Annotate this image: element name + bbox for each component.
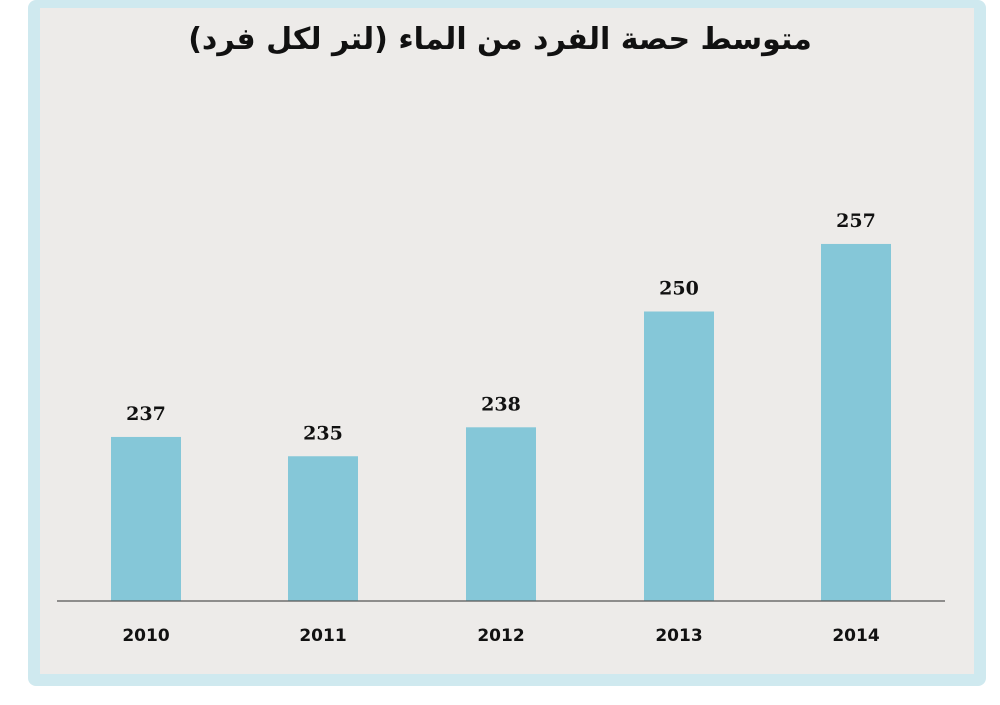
x-tick-label-2012: 2012: [477, 626, 524, 646]
value-label-2013: 250: [659, 278, 699, 300]
bar-2013: [644, 311, 714, 601]
x-tick-label-2014: 2014: [832, 626, 879, 646]
value-label-2012: 238: [481, 393, 521, 415]
x-tick-label-2010: 2010: [122, 626, 169, 646]
bar-2011: [288, 456, 358, 601]
x-tick-label-2013: 2013: [655, 626, 702, 646]
bar-2014: [821, 243, 891, 601]
x-tick-label-2011: 2011: [299, 626, 346, 646]
value-label-2014: 257: [836, 210, 876, 232]
value-label-2011: 235: [303, 422, 343, 444]
bar-2010: [111, 436, 181, 601]
chart-title: متوسط حصة الفرد من الماء (لتر لكل فرد): [188, 22, 812, 57]
bar-2012: [466, 427, 536, 601]
value-label-2010: 237: [126, 403, 166, 425]
